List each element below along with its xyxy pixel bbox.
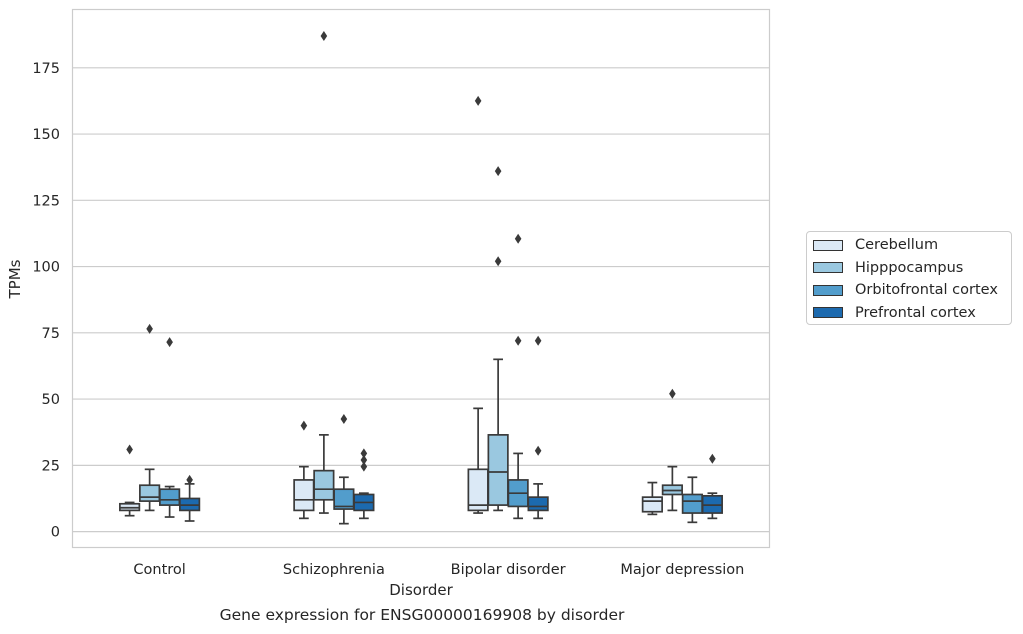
box-orbitofrontal-cortex-2 (507, 233, 529, 520)
box-iqr (641, 496, 663, 513)
legend: Cerebellum Hipppocampus Orbitofrontal cort… (806, 231, 1012, 325)
chart-title: Gene expression for ENSG00000169908 by d… (219, 606, 625, 624)
legend-item: Hipppocampus (813, 258, 963, 278)
outlier-point (534, 335, 542, 346)
box-orbitofrontal-cortex-0 (159, 337, 181, 518)
x-tick-label: Control (133, 562, 185, 578)
box-prefrontal-cortex-1 (353, 448, 375, 520)
outlier-point (494, 256, 502, 267)
y-tick-labels: 0 25 50 75 100 125 150 175 (32, 61, 60, 541)
y-tick-label: 75 (42, 326, 60, 342)
outlier-point (360, 461, 368, 472)
outlier-point (360, 455, 368, 466)
x-tick-label: Schizophrenia (283, 562, 385, 578)
box-iqr (159, 488, 181, 506)
box-iqr (313, 469, 335, 501)
outlier-point (494, 166, 502, 177)
outlier-point (300, 420, 308, 431)
y-axis-label: TPMs (6, 259, 24, 299)
outlier-point (340, 413, 348, 424)
gridlines (72, 67, 770, 533)
box-prefrontal-cortex-2 (527, 335, 549, 520)
legend-swatch (813, 307, 843, 318)
box-hipppocampus-3 (661, 388, 683, 512)
outlier-point (669, 388, 676, 399)
box-hipppocampus-0 (139, 323, 161, 512)
y-tick-label: 25 (42, 458, 60, 474)
legend-swatch (813, 239, 843, 251)
legend-item: Orbitofrontal cortex (813, 280, 998, 300)
box-orbitofrontal-cortex-1 (333, 413, 355, 525)
outlier-point (474, 95, 482, 106)
y-tick-label: 125 (32, 193, 60, 209)
box-prefrontal-cortex-0 (179, 474, 201, 522)
box-iqr (139, 484, 161, 502)
legend-swatch (813, 262, 843, 273)
x-tick-label: Bipolar disorder (451, 562, 566, 578)
box-iqr (487, 434, 509, 506)
box-hipppocampus-2 (487, 166, 509, 512)
outlier-point (320, 31, 328, 42)
x-tick-labels: Control Schizophrenia Bipolar disorder Majo… (133, 562, 744, 578)
outlier-point (360, 448, 368, 459)
box-series (119, 31, 723, 525)
outlier-point (514, 335, 522, 346)
box-prefrontal-cortex-3 (701, 453, 723, 520)
legend-label: Orbitofrontal cortex (855, 282, 998, 298)
legend-swatch (813, 284, 843, 296)
box-iqr (681, 493, 703, 514)
box-iqr (293, 479, 315, 512)
box-iqr (527, 496, 549, 512)
legend-label: Prefrontal cortex (855, 304, 976, 321)
box-hipppocampus-1 (313, 31, 335, 514)
y-tick-label: 0 (51, 525, 60, 541)
outlier-point (126, 444, 133, 455)
y-tick-label: 100 (32, 260, 60, 276)
x-tick-label: Major depression (620, 562, 744, 578)
y-tick-label: 175 (32, 61, 60, 77)
outlier-point (534, 445, 542, 456)
outlier-point (146, 323, 153, 334)
legend-item: Cerebellum (813, 235, 938, 255)
outlier-point (709, 453, 716, 464)
y-tick-label: 150 (32, 127, 60, 143)
outlier-point (186, 474, 193, 485)
legend-label: Cerebellum (855, 237, 939, 253)
box-cerebellum-1 (293, 420, 315, 520)
legend-label: Hipppocampus (855, 259, 964, 276)
outlier-point (166, 337, 173, 348)
box-cerebellum-0 (119, 444, 141, 517)
outlier-point (514, 233, 522, 244)
x-axis-label: Disorder (389, 581, 453, 599)
box-orbitofrontal-cortex-3 (681, 476, 703, 524)
box-cerebellum-3 (641, 481, 663, 516)
box-iqr (467, 468, 489, 512)
box-cerebellum-2 (467, 95, 489, 514)
plot-area (71, 8, 771, 549)
legend-item: Prefrontal cortex (813, 303, 976, 323)
y-tick-label: 50 (42, 392, 60, 408)
